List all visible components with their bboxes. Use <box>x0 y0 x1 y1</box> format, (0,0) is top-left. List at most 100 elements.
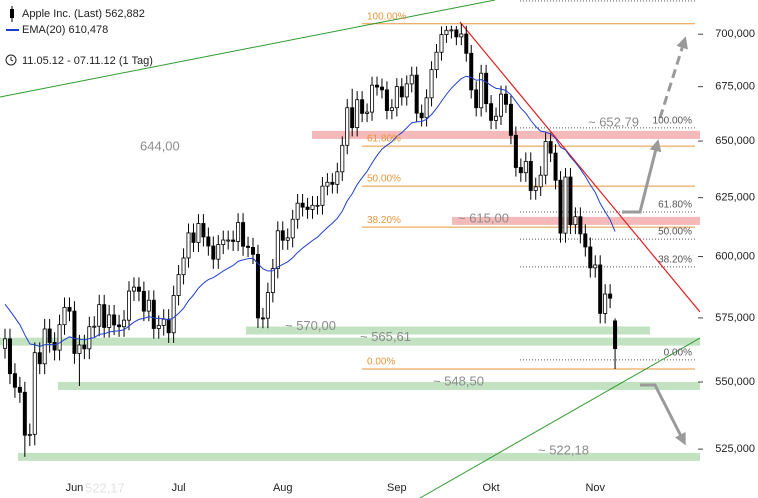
candle-body <box>3 338 8 349</box>
candle-body <box>538 174 543 188</box>
candle-body <box>241 222 246 247</box>
candle-body <box>518 167 523 174</box>
candle-body <box>389 107 394 111</box>
candle-body <box>340 144 345 173</box>
candle-body <box>345 107 350 146</box>
candle-body <box>419 112 424 119</box>
candle-body <box>166 318 171 334</box>
candle-body <box>315 204 320 207</box>
x-tick-label: Jul <box>172 482 186 494</box>
fib-label: 50.00% <box>658 227 692 238</box>
arrow <box>658 36 688 119</box>
candle-body <box>479 72 484 109</box>
candle-body <box>459 33 464 38</box>
candle-body <box>409 74 414 85</box>
level-band <box>58 381 700 390</box>
candle-body <box>221 239 226 245</box>
level-label: ~ 652,79 <box>588 114 639 129</box>
candle-body <box>161 318 166 326</box>
candle-body <box>573 216 578 226</box>
candle-body <box>533 186 538 191</box>
candle-body <box>236 222 241 242</box>
candle-body <box>216 244 221 260</box>
levels-layer <box>0 0 700 461</box>
candle-body <box>42 328 47 365</box>
candle-body <box>588 246 593 269</box>
legend-candle <box>10 9 14 18</box>
candle-body <box>583 233 588 248</box>
level-label: ~ 548,50 <box>433 373 484 388</box>
candle-body <box>300 202 305 208</box>
candle-body <box>414 74 419 114</box>
trend-line <box>459 21 700 313</box>
candle-body <box>171 295 176 334</box>
candle-body <box>47 328 52 343</box>
candle-body <box>57 324 62 351</box>
candle-body <box>449 29 454 32</box>
clock-hands <box>10 57 14 62</box>
candle-body <box>335 171 340 185</box>
y-tick-label: 525,000 <box>715 443 755 455</box>
candle-body <box>52 342 57 351</box>
level-band <box>312 130 700 139</box>
candle-body <box>107 314 112 328</box>
legend-label: EMA(20) 610,478 <box>22 24 108 36</box>
candle-body <box>72 310 77 354</box>
candle-body <box>206 236 211 247</box>
candle-body <box>275 230 280 269</box>
y-tick-label: 700,000 <box>715 28 755 40</box>
candle-body <box>12 373 17 388</box>
fib-label: 50.00% <box>367 174 401 185</box>
candle-body <box>211 245 216 260</box>
drawing-layer <box>0 0 700 498</box>
candle-body <box>503 93 508 105</box>
candle-body <box>444 29 449 36</box>
fib-label: 61.80% <box>658 200 692 211</box>
level-band <box>0 337 700 346</box>
candle-body <box>265 292 270 319</box>
candle-body <box>255 253 260 319</box>
candle-body <box>270 268 275 293</box>
level-label: ~ 565,61 <box>360 329 411 344</box>
candle-body <box>280 230 285 241</box>
candle-body <box>494 115 499 121</box>
candle-body <box>474 89 479 109</box>
legend-label: Apple Inc. (Last) 562,882 <box>22 8 145 20</box>
candle-body <box>226 239 231 242</box>
candle-body <box>127 290 132 321</box>
candle-body <box>201 223 206 238</box>
candle-body <box>136 286 141 292</box>
candle-body <box>102 304 107 328</box>
candle-body <box>548 141 553 154</box>
candle-body <box>141 290 146 312</box>
candle-body <box>250 247 255 255</box>
candle-body <box>429 69 434 99</box>
candle-body <box>598 264 603 314</box>
candle-body <box>260 317 265 320</box>
candle-body <box>112 314 117 326</box>
fib-label: 0.00% <box>664 348 692 359</box>
clock-icon <box>5 54 17 66</box>
candle-body <box>7 338 12 375</box>
ema-line <box>4 75 616 348</box>
level-label: ~ 522,18 <box>538 442 589 457</box>
note: 644,00 <box>140 138 180 153</box>
candle-body <box>360 99 365 114</box>
y-tick-label: 650,000 <box>715 135 755 147</box>
candle-body <box>186 232 191 259</box>
candle-body <box>37 352 42 365</box>
candle-body <box>404 83 409 98</box>
candle-body <box>285 237 290 241</box>
candle-body <box>498 93 503 117</box>
candle-body <box>191 232 196 243</box>
candle-body <box>523 161 528 174</box>
candle-body <box>424 97 429 119</box>
candle-body <box>603 293 608 314</box>
candle-body <box>394 86 399 109</box>
candle-body <box>32 352 37 435</box>
candle-body <box>310 204 315 210</box>
candle-body <box>464 33 469 54</box>
candle-body <box>399 86 404 98</box>
